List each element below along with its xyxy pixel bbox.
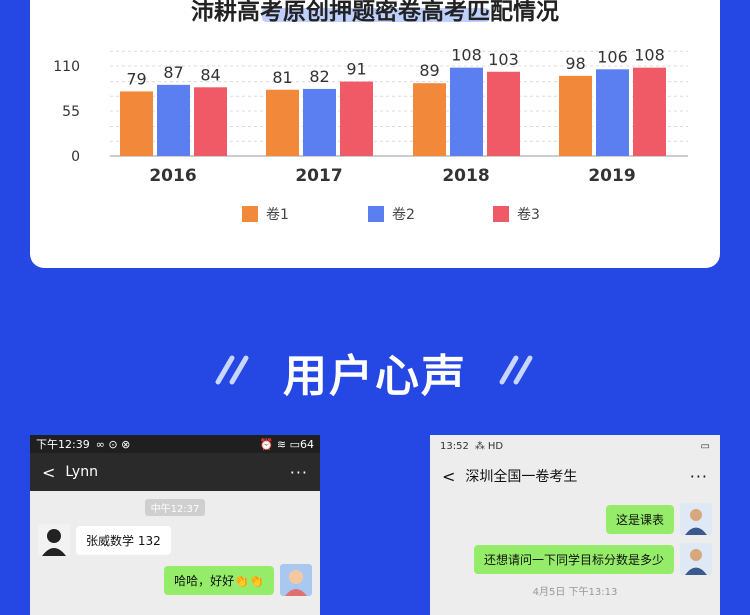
- slash-decoration-left: [215, 355, 249, 385]
- legend-swatch-1: [242, 206, 258, 222]
- chart-card: 沛耕高考原创押题密卷高考匹配情况 0 55 110 79 87 84 2016 81 82 91 2…: [30, 0, 720, 268]
- message-outgoing: 还想请问一下同学目标分数是多少: [430, 543, 720, 575]
- bar-chart: 0 55 110 79 87 84 2016 81 82 91 2017 89 108 103 2018 98…: [53, 46, 688, 186]
- status-icons: ∞ ⊙ ⊗: [95, 437, 131, 451]
- bar: [633, 67, 666, 156]
- bar: [559, 75, 592, 156]
- chart-title: 沛耕高考原创押题密卷高考匹配情况: [191, 0, 559, 25]
- bar-value-label: 79: [126, 69, 146, 88]
- network-type: HD: [487, 440, 504, 452]
- x-tick-label: 2019: [588, 166, 635, 186]
- title-highlight: [262, 8, 490, 22]
- legend-swatch-2: [368, 206, 384, 222]
- status-bar: 下午12:39 ∞ ⊙ ⊗ ⏰ ≋ ▭ 64: [30, 435, 320, 453]
- avatar: [280, 564, 312, 596]
- chat-timestamp: 4月5日 下午13:13: [532, 587, 618, 598]
- bar-value-label: 84: [200, 65, 220, 84]
- bar: [413, 83, 446, 156]
- signal-icon: ⁂: [474, 440, 485, 452]
- legend-item-2: 卷2: [368, 205, 415, 223]
- legend-item-1: 卷1: [242, 205, 289, 223]
- wifi-icon: ⏰ ≋ ▭: [259, 437, 300, 451]
- y-tick-label: 55: [62, 104, 80, 120]
- bar-value-label: 108: [451, 46, 482, 65]
- bar: [596, 69, 629, 156]
- x-tick-label: 2016: [149, 166, 196, 186]
- y-tick-label: 110: [53, 59, 80, 75]
- section-title: 用户心声: [283, 351, 467, 402]
- more-icon[interactable]: ···: [289, 462, 308, 482]
- chat-screenshot-left: 下午12:39 ∞ ⊙ ⊗ ⏰ ≋ ▭ 64 < Lynn ··· 中午12:3…: [30, 435, 320, 615]
- more-icon[interactable]: ···: [689, 466, 708, 486]
- back-icon[interactable]: <: [442, 466, 456, 486]
- bar: [266, 89, 299, 156]
- chat-header: < Lynn ···: [30, 453, 320, 491]
- bar-value-label: 103: [488, 50, 519, 69]
- contact-name: Lynn: [65, 464, 98, 480]
- message-bubble: 张威数学 132: [76, 525, 171, 555]
- bar: [303, 88, 336, 156]
- status-time: 下午12:39: [36, 438, 90, 451]
- y-tick-label: 0: [71, 149, 80, 165]
- bar-value-label: 108: [634, 46, 665, 65]
- x-tick-label: 2018: [442, 166, 489, 186]
- legend-swatch-3: [493, 206, 509, 222]
- contact-name: 深圳全国一卷考生: [465, 469, 578, 485]
- avatar: [680, 503, 712, 535]
- chat-screenshot-right: 13:52 ⁂ HD ▭ < 深圳全国一卷考生 ··· 这是课表 还想请问一下同…: [430, 435, 720, 615]
- bar: [120, 91, 153, 156]
- message-incoming: 张威数学 132: [30, 524, 320, 556]
- status-bar: 13:52 ⁂ HD ▭: [430, 435, 720, 457]
- legend-label-2: 卷2: [392, 207, 415, 223]
- message-bubble: 还想请问一下同学目标分数是多少: [473, 544, 674, 574]
- message-outgoing: 这是课表: [430, 503, 720, 535]
- status-time: 13:52: [440, 440, 469, 452]
- bar: [340, 81, 373, 156]
- battery-icon: ▭: [700, 440, 710, 452]
- bar-value-label: 91: [346, 60, 366, 79]
- chat-timestamp: 中午12:37: [144, 499, 206, 516]
- bar: [450, 67, 483, 156]
- message-bubble: 哈哈，好好👏👏: [164, 565, 274, 595]
- bar: [157, 84, 190, 156]
- message-outgoing: 哈哈，好好👏👏: [30, 564, 320, 596]
- message-bubble: 这是课表: [605, 504, 674, 534]
- bar-value-label: 82: [309, 67, 329, 86]
- bar: [487, 71, 520, 156]
- avatar: [680, 543, 712, 575]
- bar-value-label: 98: [565, 54, 585, 73]
- slash-decoration-right: [499, 355, 533, 385]
- chat-header: < 深圳全国一卷考生 ···: [430, 457, 720, 495]
- avatar: [38, 524, 70, 556]
- bar: [194, 87, 227, 156]
- battery-level: 64: [300, 437, 314, 451]
- bar-value-label: 87: [163, 63, 183, 82]
- legend-label-3: 卷3: [517, 207, 540, 223]
- back-icon[interactable]: <: [42, 462, 56, 482]
- legend-item-3: 卷3: [493, 205, 540, 223]
- bar-value-label: 81: [272, 68, 292, 87]
- bar-value-label: 106: [597, 47, 628, 66]
- legend-label-1: 卷1: [266, 207, 289, 223]
- x-tick-label: 2017: [295, 166, 342, 186]
- bar-value-label: 89: [419, 61, 439, 80]
